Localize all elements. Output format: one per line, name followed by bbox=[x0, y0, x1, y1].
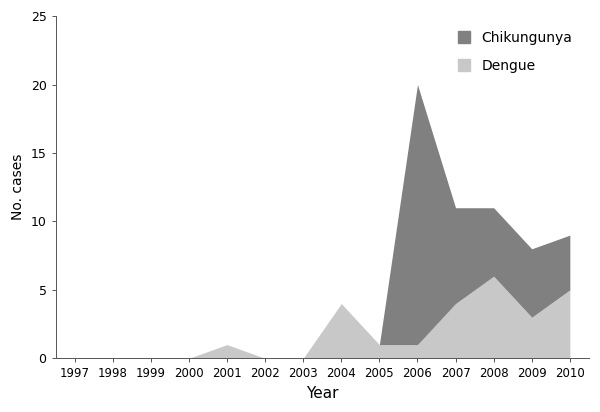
Legend: Chikungunya, Dengue: Chikungunya, Dengue bbox=[454, 26, 577, 77]
X-axis label: Year: Year bbox=[306, 386, 338, 401]
Y-axis label: No. cases: No. cases bbox=[11, 154, 25, 220]
